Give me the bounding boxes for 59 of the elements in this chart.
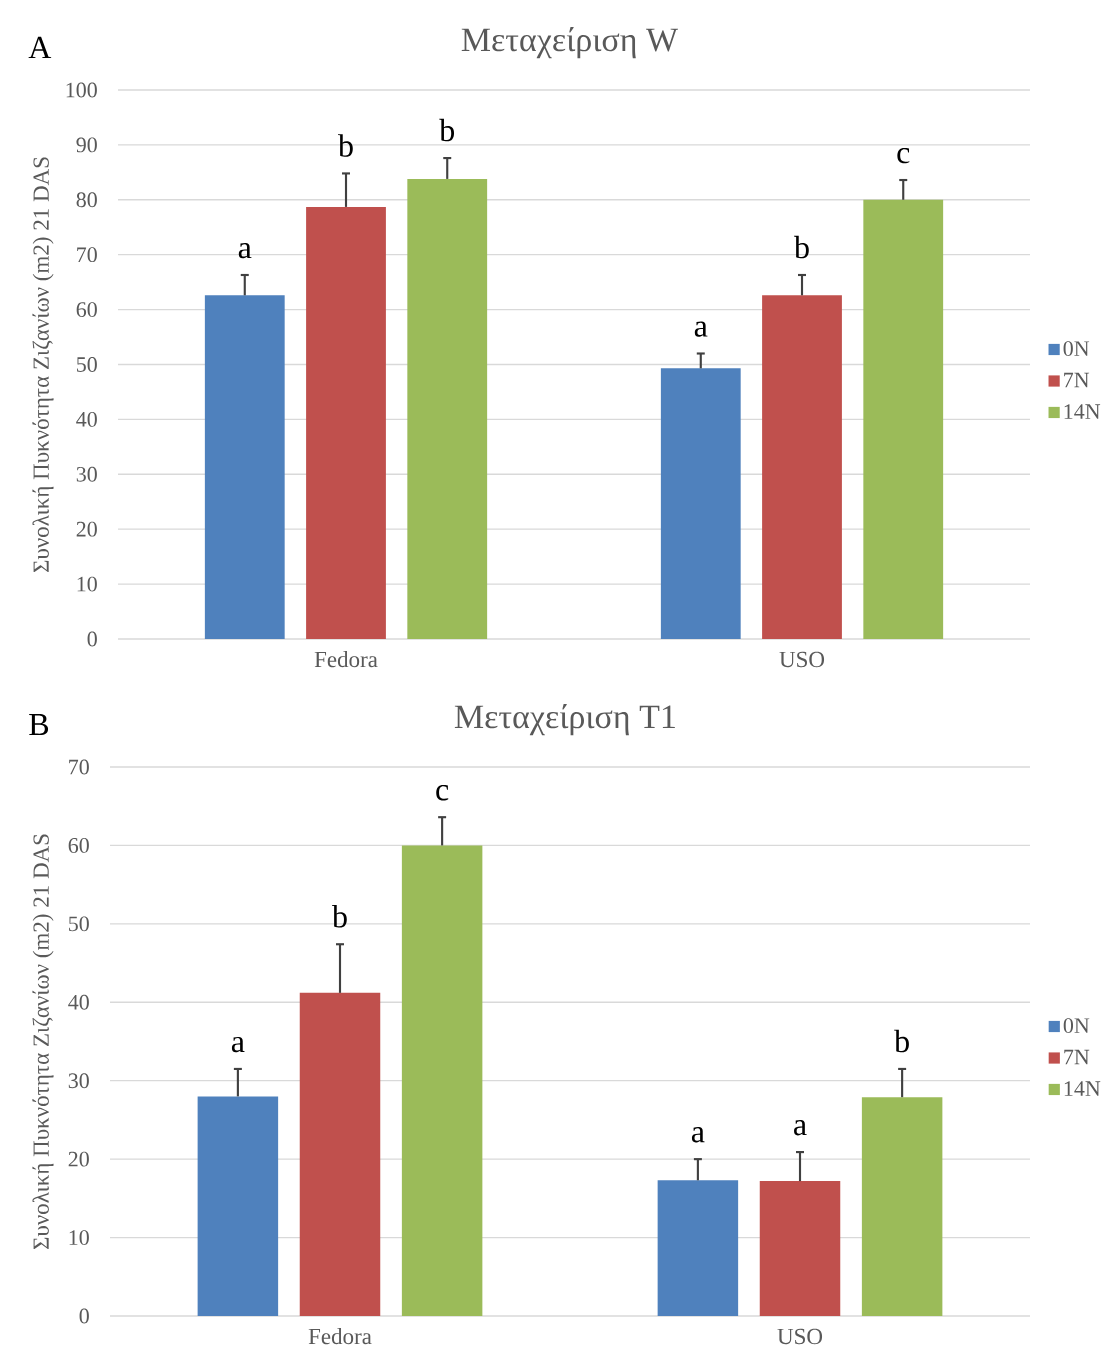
y-tick-label: 50: [77, 357, 97, 372]
legend-label: 0N: [1063, 1018, 1090, 1034]
y-tick-label: 30: [76, 466, 97, 482]
chart-title: Μεταχείριση T1: [454, 704, 675, 736]
bar: [861, 1097, 943, 1316]
data-label: c: [436, 785, 449, 801]
y-tick-label: 0: [79, 1308, 89, 1324]
y-tick-label: 70: [69, 759, 89, 775]
y-tick-label: 40: [76, 411, 97, 427]
legend-label: 7N: [1064, 372, 1090, 388]
y-tick-label: 60: [76, 302, 97, 317]
data-label: b: [332, 905, 347, 928]
y-tick-label: 20: [76, 521, 97, 537]
data-label: c: [897, 147, 910, 164]
y-tick-label: 0: [87, 631, 97, 647]
y-tick-label: 90: [76, 137, 97, 153]
data-label: b: [439, 118, 455, 142]
bar: [204, 295, 285, 639]
bar: [660, 368, 741, 639]
y-tick-label: 20: [68, 1151, 89, 1167]
data-label: a: [231, 1036, 245, 1053]
y-tick-label: 10: [69, 1230, 89, 1245]
y-tick-label: 40: [68, 994, 89, 1010]
x-tick-label: USO: [779, 651, 825, 668]
y-axis-title: Συνολική Πυκνότητα Ζιζανίων (m2) 21 DAS: [32, 834, 54, 1250]
legend-label: 14N: [1064, 404, 1101, 419]
x-tick-label: Fedora: [314, 651, 378, 668]
bar: [759, 1181, 841, 1316]
data-label: a: [794, 1120, 807, 1136]
bar: [197, 1096, 279, 1316]
data-label: a: [238, 242, 252, 259]
bar: [657, 1180, 739, 1316]
y-tick-label: 100: [66, 82, 97, 98]
x-tick-label: Fedora: [308, 1328, 372, 1345]
y-tick-label: 50: [69, 916, 89, 932]
bar: [407, 178, 488, 639]
legend-label: 14N: [1064, 1081, 1101, 1096]
legend-label: 7N: [1064, 1049, 1090, 1065]
bar: [299, 992, 381, 1316]
y-tick-label: 30: [68, 1073, 89, 1089]
data-label: b: [894, 1029, 909, 1053]
y-axis-title: Συνολική Πυκνότητα Ζιζανίων (m2) 21 DAS: [32, 157, 54, 573]
y-tick-label: 80: [76, 192, 97, 208]
bar: [863, 199, 944, 639]
y-tick-label: 60: [68, 837, 89, 853]
legend-label: 0N: [1063, 341, 1090, 357]
text: A: [28, 36, 52, 58]
bar: [762, 295, 842, 639]
data-label: a: [694, 321, 708, 337]
y-tick-label: 70: [77, 247, 97, 263]
data-label: a: [691, 1127, 705, 1143]
x-tick-label: USO: [777, 1328, 823, 1345]
bar: [401, 845, 483, 1316]
data-label: b: [338, 134, 353, 157]
text: B: [29, 714, 49, 736]
bar: [306, 206, 386, 639]
y-tick-label: 10: [77, 576, 97, 592]
data-label: b: [794, 235, 809, 259]
chart-title: Μεταχείριση W: [461, 27, 679, 59]
